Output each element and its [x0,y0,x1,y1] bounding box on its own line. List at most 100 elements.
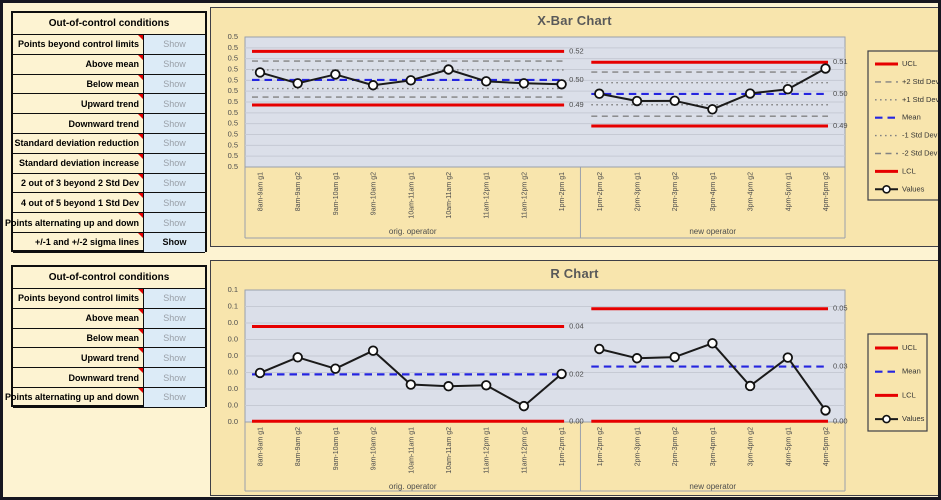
y-axis-tick-label: 0.5 [228,54,238,63]
y-axis-tick-label: 0.5 [228,97,238,106]
condition-label: Below mean [13,328,143,349]
data-point-marker [631,95,643,107]
y-axis-tick-label: 0.0 [228,318,238,327]
show-button[interactable]: Show [143,328,205,349]
group-axis-label: new operator [689,227,736,236]
y-axis-tick-label: 0.5 [228,43,238,52]
ooc-row: Above mean Show [13,54,205,75]
x-axis-tick-label: 2pm-3pm g2 [672,427,679,466]
group-axis-label: new operator [689,482,736,491]
x-axis-tick-label: 4pm-5pm g1 [785,172,792,211]
x-axis-tick-label: 9am-10am g2 [371,427,378,470]
data-point-marker [518,78,530,89]
data-point-marker [669,95,680,107]
ooc-row: Above mean Show [13,308,205,329]
y-axis-tick-label: 0.0 [228,417,238,426]
comment-indicator [138,213,143,219]
control-line-label: 0.49 [833,121,848,130]
condition-label: Points alternating up and down [5,213,143,233]
data-point-marker [556,368,567,380]
ooc-row: 4 out of 5 beyond 1 Std Dev Show [13,193,205,214]
condition-label: Upward trend [13,94,143,115]
data-point-marker [820,63,831,74]
x-axis-tick-label: 10am-11am g1 [408,427,415,474]
data-point-marker [254,67,266,78]
data-point-marker [669,351,680,363]
x-axis-tick-label: 10am-11am g2 [446,427,453,474]
legend-label: -1 Std Dev [902,131,938,140]
show-button[interactable]: Show [143,94,205,115]
ooc-row: Downward trend Show [13,368,205,388]
x-axis-tick-label: 11am-12pm g1 [484,172,491,219]
data-point-marker [631,353,643,364]
ooc-row: Downward trend Show [13,114,205,134]
x-axis-tick-label: 9am-10am g1 [333,427,340,470]
show-button[interactable]: Show [143,213,205,233]
x-axis-tick-label: 3pm-4pm g2 [748,427,755,466]
comment-indicator [138,388,143,393]
show-button[interactable]: Show [143,54,205,75]
condition-label: 2 out of 3 beyond 2 Std Dev [13,173,143,194]
show-button[interactable]: Show [143,114,205,134]
y-axis-tick-label: 0.5 [228,140,238,149]
x-axis-tick-label: 3pm-4pm g1 [710,427,717,466]
show-button[interactable]: Show [143,193,205,214]
comment-indicator [138,348,143,354]
show-button[interactable]: Show [143,368,205,388]
show-button[interactable]: Show [143,35,205,55]
condition-label: Points beyond control limits [13,289,143,309]
data-point-marker [782,83,794,95]
condition-label: Standard deviation reduction [13,134,143,154]
comment-indicator [138,74,143,80]
show-button[interactable]: Show [143,233,205,253]
control-line-label: 0.05 [833,304,848,313]
data-point-marker [518,400,530,412]
x-axis-tick-label: 4pm-5pm g2 [823,427,830,466]
ooc-row: Below mean Show [13,74,205,95]
x-axis-tick-label: 10am-11am g2 [446,172,453,219]
show-button[interactable]: Show [143,289,205,309]
y-axis-tick-label: 0.1 [228,285,238,294]
comment-indicator [138,289,143,294]
ooc-row: Upward trend Show [13,94,205,115]
condition-label: Downward trend [13,114,143,134]
control-line-label: 0.52 [569,46,584,55]
show-button[interactable]: Show [143,153,205,174]
x-axis-tick-label: 8am-9am g1 [258,427,265,466]
show-button[interactable]: Show [143,348,205,369]
control-line-label: 0.49 [569,100,584,109]
x-axis-tick-label: 11am-12pm g2 [521,172,528,219]
data-point-marker [443,381,454,392]
legend-label: -2 Std Dev [902,148,938,157]
show-button[interactable]: Show [143,74,205,95]
legend-label: LCL [902,166,916,175]
condition-label: Points beyond control limits [13,35,143,55]
data-point-marker [367,345,379,356]
x-axis-tick-label: 3pm-4pm g1 [710,172,717,211]
x-axis-tick-label: 9am-10am g1 [333,172,340,215]
show-button[interactable]: Show [143,173,205,194]
show-button[interactable]: Show [143,308,205,329]
x-axis-tick-label: 4pm-5pm g1 [785,427,792,466]
ooc-table-header: Out-of-control conditions [13,13,205,35]
condition-label: 4 out of 5 beyond 1 Std Dev [13,193,143,214]
control-line-label: 0.51 [833,57,848,66]
show-button[interactable]: Show [143,134,205,154]
condition-label: Standard deviation increase [13,153,143,174]
x-axis-tick-label: 8am-9am g1 [258,172,265,211]
condition-label: +/-1 and +/-2 sigma lines [13,233,143,253]
ooc-row: Points alternating up and down Show [5,213,205,233]
control-line-label: 0.02 [569,369,584,378]
data-point-marker [782,352,794,363]
y-axis-tick-label: 0.5 [228,151,238,160]
ooc-row: Points alternating up and down Show [5,388,205,408]
data-point-marker [594,343,605,355]
xbar-chart-panel: X-Bar Chart 0.5 0.5 0.5 0.5 0.5 0.5 0.5 0.5 0.5 0… [210,7,938,247]
y-axis-tick-label: 0.0 [228,351,238,360]
xbar-chart-title: X-Bar Chart [537,13,612,28]
show-button[interactable]: Show [143,388,205,408]
y-axis-tick-label: 0.5 [228,129,238,138]
x-axis-tick-label: 8am-9am g2 [295,172,302,211]
y-axis-tick-label: 0.5 [228,64,238,73]
legend-label: Mean [902,367,921,376]
